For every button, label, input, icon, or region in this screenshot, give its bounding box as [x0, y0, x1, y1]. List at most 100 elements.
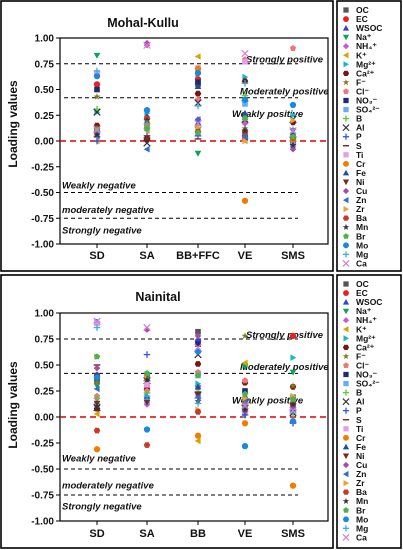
- data-point-mo: [241, 442, 249, 450]
- legend-label-wsoc: WSOC: [356, 297, 382, 307]
- legend-marker-p: [342, 133, 350, 140]
- y-tick-label: 0.00: [35, 413, 55, 424]
- legend-marker-mn: [342, 223, 350, 230]
- data-point-fminus: [93, 379, 101, 386]
- data-point-cr: [93, 446, 101, 453]
- legend-label-ca: Ca: [356, 258, 367, 268]
- data-point-so42minus: [242, 101, 248, 107]
- panel-1-legend: OCECWSOCNa⁺NH₄⁺K⁺Mg²⁺Ca²⁺F⁻Cl⁻NO₃⁻SO₄²⁻B…: [342, 5, 382, 268]
- legend-marker-so42minus: [343, 106, 349, 113]
- data-point-br: [241, 115, 249, 121]
- legend-marker-al: [342, 398, 350, 406]
- data-point-b: [93, 105, 101, 113]
- data-point-ec: [289, 332, 297, 340]
- x-category-label: SA: [139, 528, 154, 540]
- data-point-mn: [241, 127, 249, 134]
- legend-label-b: B: [356, 388, 362, 398]
- data-point-clminus: [289, 45, 297, 51]
- legend-marker-cu: [342, 187, 350, 195]
- legend-marker-naplus: [342, 34, 350, 41]
- legend-marker-zr: [343, 206, 350, 213]
- legend-label-br: Br: [356, 231, 366, 241]
- data-point-mg: [143, 392, 151, 400]
- data-point-cr: [289, 482, 297, 489]
- data-point-mo: [143, 426, 151, 433]
- legend-label-fminus: F⁻: [356, 77, 366, 87]
- legend-label-cu: Cu: [356, 186, 367, 196]
- legend-label-so42minus: SO₄²⁻: [356, 105, 380, 115]
- data-point-ba: [143, 442, 151, 448]
- data-point-kplus: [194, 437, 201, 445]
- data-point-cu: [289, 145, 297, 153]
- data-point-br: [289, 396, 297, 402]
- legend-label-al: Al: [356, 123, 365, 133]
- data-point-br: [143, 370, 151, 376]
- legend-marker-b: [342, 115, 350, 122]
- data-point-naplus: [289, 369, 297, 376]
- region-label: Weakly negative: [62, 454, 136, 465]
- legend-marker-al: [342, 124, 350, 132]
- data-point-ec: [93, 81, 101, 88]
- legend-label-fe: Fe: [356, 168, 366, 178]
- panel-1-frame: [0, 0, 334, 272]
- data-point-ca: [93, 125, 101, 134]
- legend-label-zr: Zr: [356, 478, 365, 488]
- legend-label-br: Br: [356, 505, 366, 515]
- data-point-fminus: [93, 93, 101, 100]
- legend-marker-ba: [342, 215, 350, 221]
- legend-marker-ca2plus: [342, 344, 350, 350]
- x-category-label: BB+FFC: [176, 250, 220, 262]
- legend-label-naplus: Na⁺: [356, 306, 372, 316]
- data-point-mg2plus: [290, 354, 297, 361]
- data-point-zr: [290, 117, 297, 124]
- legend-marker-fe: [342, 169, 350, 176]
- data-point-mo: [93, 72, 101, 80]
- legend-label-fminus: F⁻: [356, 351, 366, 361]
- legend-label-mn: Mn: [356, 222, 368, 232]
- y-tick-label: -1.00: [31, 240, 54, 251]
- x-category-label: SD: [89, 250, 104, 262]
- legend-marker-ba: [342, 489, 350, 495]
- data-point-mn: [241, 406, 249, 413]
- legend-marker-ni: [342, 179, 350, 186]
- legend-marker-br: [343, 233, 349, 239]
- data-point-mn: [93, 403, 101, 410]
- legend-marker-kplus: [342, 52, 349, 59]
- data-point-mn: [289, 400, 297, 408]
- legend-marker-nh4plus: [342, 317, 350, 324]
- data-point-mg: [241, 401, 249, 408]
- legend-label-ni: Ni: [356, 451, 365, 461]
- y-tick-label: 0.75: [35, 59, 55, 70]
- data-point-ni: [143, 135, 151, 142]
- data-point-cr: [194, 432, 202, 439]
- data-point-mg: [143, 120, 151, 127]
- legend-marker-mo: [343, 242, 349, 249]
- legend-marker-ec: [343, 16, 349, 22]
- legend-label-s: S: [356, 415, 362, 425]
- region-label: Strongly positive: [246, 55, 324, 66]
- data-point-mo: [194, 69, 202, 77]
- x-category-label: VE: [238, 528, 253, 540]
- legend-label-al: Al: [356, 397, 365, 407]
- legend-marker-mg2plus: [343, 335, 350, 342]
- legend-marker-oc: [343, 281, 349, 287]
- data-point-al: [93, 108, 101, 116]
- legend-label-nh4plus: NH₄⁺: [356, 315, 377, 325]
- data-point-mg2plus: [290, 112, 297, 119]
- legend-marker-clminus: [343, 362, 349, 368]
- legend-label-p: P: [356, 406, 362, 416]
- panel-1-title: Mohal-Kullu: [107, 16, 179, 30]
- data-point-p: [143, 351, 151, 358]
- legend-marker-cu: [342, 461, 350, 469]
- x-category-label: SMS: [281, 528, 305, 540]
- data-point-ca: [143, 323, 151, 332]
- data-point-oc: [195, 328, 201, 335]
- data-point-ti: [144, 381, 150, 388]
- data-point-ti: [94, 320, 100, 327]
- data-point-cu: [143, 39, 151, 47]
- legend-label-s: S: [356, 141, 362, 151]
- panel-2-legend: OCECWSOCNa⁺NH₄⁺K⁺Mg²⁺Ca²⁺F⁻Cl⁻NO₃⁻SO₄²⁻B…: [342, 279, 382, 542]
- legend-label-cr: Cr: [356, 159, 366, 169]
- y-tick-label: 1.00: [35, 309, 55, 320]
- data-point-clminus: [241, 377, 249, 384]
